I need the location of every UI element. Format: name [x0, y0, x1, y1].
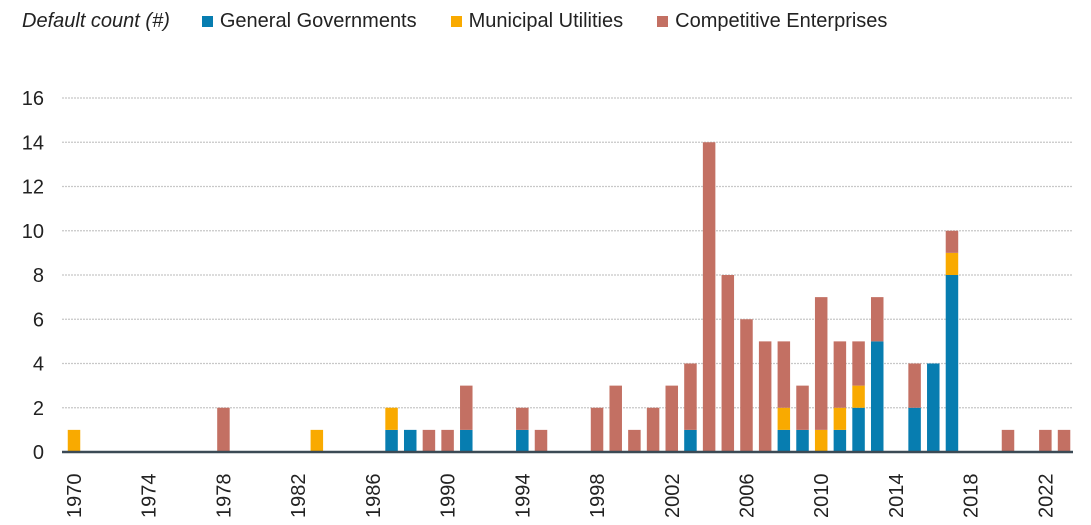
x-tick-label: 1986: [363, 474, 385, 519]
bar-segment: [852, 385, 865, 408]
x-tick-label: 1974: [139, 474, 161, 519]
bar-segment: [460, 385, 473, 430]
legend-item-municipal-utilities: Municipal Utilities: [450, 10, 624, 33]
bar-segment: [796, 385, 809, 430]
x-tick-label: 1982: [288, 474, 310, 519]
bar-segment: [870, 297, 884, 342]
y-tick-label: 0: [33, 442, 44, 464]
bar-segment: [945, 252, 959, 275]
bar-segment: [945, 230, 959, 253]
legend-swatch: [201, 16, 213, 27]
bar-segment: [385, 429, 398, 452]
x-tick-label: 1990: [438, 474, 460, 519]
bar-segment: [1001, 429, 1015, 452]
legend: Default count (#) General Governments Mu…: [22, 10, 921, 33]
x-tick-label: 1970: [64, 474, 86, 519]
x-tick-label: 2022: [1035, 474, 1057, 519]
bar-segment: [516, 429, 529, 452]
bar-segment: [758, 341, 772, 452]
bar-segment: [908, 363, 921, 408]
bar-segment: [1057, 429, 1071, 452]
y-tick-label: 16: [22, 88, 44, 110]
bar-segment: [945, 275, 959, 452]
bar-segment: [721, 275, 735, 452]
bar-segment: [67, 429, 81, 452]
bar-segment: [740, 319, 753, 452]
y-tick-label: 12: [22, 177, 44, 199]
bar-segment: [927, 363, 940, 452]
y-tick-label: 8: [33, 265, 44, 287]
x-tick-label: 1998: [587, 474, 609, 519]
bar-segment: [702, 142, 716, 452]
chart-title: Default count (#): [22, 10, 170, 32]
bar-segment: [777, 341, 791, 408]
bar-segment: [609, 385, 622, 452]
x-tick-label: 2014: [886, 474, 908, 519]
bar-segment: [833, 429, 847, 452]
bar-segment: [852, 407, 865, 452]
x-tick-label: 2002: [662, 474, 684, 519]
legend-label: General Governments: [219, 10, 417, 32]
bar-segment: [908, 407, 921, 452]
bar-segment: [441, 429, 454, 452]
y-tick-label: 10: [22, 221, 44, 243]
bar-segment: [310, 429, 324, 452]
bar-segment: [403, 429, 417, 452]
legend-swatch: [657, 16, 669, 27]
bar-segment: [833, 407, 847, 430]
bar-segment: [814, 297, 828, 430]
bar-segment: [217, 407, 230, 452]
bar-segment: [833, 341, 847, 408]
y-tick-label: 4: [33, 354, 44, 376]
legend-item-general-governments: General Governments: [201, 10, 417, 33]
legend-label: Municipal Utilities: [468, 10, 624, 32]
bar-segment: [1039, 429, 1052, 452]
bar-segment: [516, 407, 529, 430]
bar-segment: [814, 429, 828, 452]
bar-segment: [385, 407, 398, 430]
bar-segment: [590, 407, 604, 452]
y-tick-label: 6: [33, 309, 44, 331]
x-tick-label: 1978: [213, 474, 235, 519]
bar-segment: [460, 429, 473, 452]
bar-segment: [665, 385, 679, 452]
bar-segment: [534, 429, 548, 452]
y-tick-label: 14: [22, 132, 44, 154]
x-tick-label: 2018: [961, 474, 983, 519]
bar-segment: [796, 429, 809, 452]
bar-segment: [684, 429, 697, 452]
bar-segment: [684, 363, 697, 430]
bar-segment: [870, 341, 884, 452]
legend-item-competitive-enterprises: Competitive Enterprises: [657, 10, 887, 33]
bar-segment: [777, 407, 791, 430]
bar-segment: [422, 429, 436, 452]
y-tick-label: 2: [33, 398, 44, 420]
x-tick-label: 2006: [736, 474, 758, 519]
bar-segment: [646, 407, 660, 452]
x-tick-label: 2010: [811, 474, 833, 519]
bar-segment: [777, 429, 791, 452]
legend-label: Competitive Enterprises: [675, 10, 888, 32]
bar-segment: [628, 429, 641, 452]
x-tick-label: 1994: [512, 474, 534, 519]
legend-swatch: [450, 16, 462, 27]
bar-segment: [852, 341, 865, 386]
